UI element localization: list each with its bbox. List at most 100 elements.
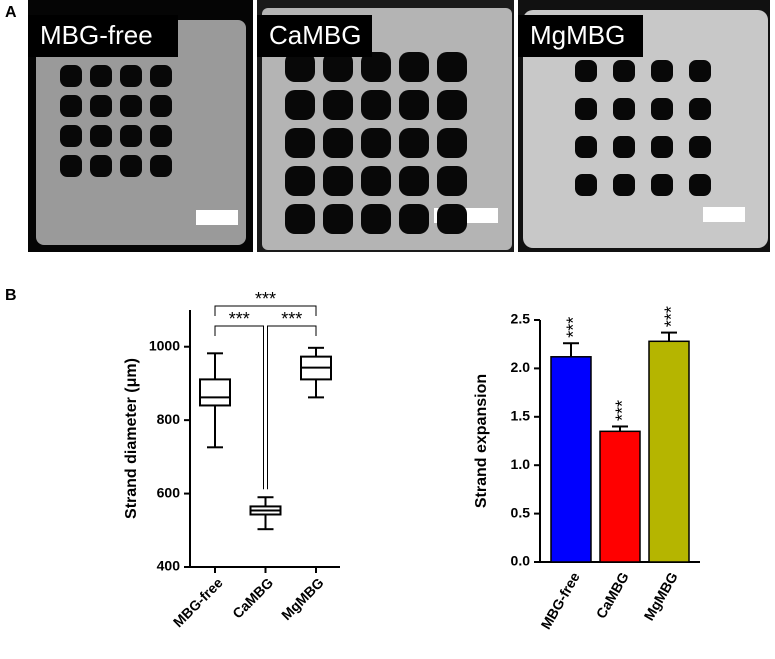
y-axis-label: Strand diameter (μm) [123, 358, 140, 519]
pore [399, 90, 429, 120]
bar [599, 430, 641, 563]
scale-bar [703, 207, 745, 222]
pore [689, 174, 711, 196]
significance: *** [281, 309, 302, 329]
image-label: MBG-free [40, 20, 153, 50]
y-tick-label: 2.0 [511, 359, 531, 375]
pore [285, 128, 315, 158]
significance: *** [613, 400, 633, 421]
pore [285, 166, 315, 196]
pore [285, 204, 315, 234]
bracket [214, 305, 317, 316]
pore [575, 136, 597, 158]
y-tick-label: 400 [157, 558, 181, 574]
pore [361, 166, 391, 196]
pore [361, 90, 391, 120]
x-tick-label: MgMBG [641, 569, 681, 623]
pore [361, 128, 391, 158]
significance: *** [564, 317, 584, 338]
pore [437, 52, 467, 82]
pore [120, 155, 142, 177]
image-label-bg [518, 15, 643, 57]
pore [90, 65, 112, 87]
y-tick-label: 1000 [149, 337, 180, 353]
image-label-bg [257, 15, 372, 57]
pore [361, 52, 391, 82]
panel-label: B [5, 287, 17, 304]
pore [399, 52, 429, 82]
pore [60, 155, 82, 177]
pore [285, 90, 315, 120]
y-tick-label: 0.0 [511, 553, 531, 569]
x-tick-label: CaMBG [593, 569, 632, 621]
bracket [267, 325, 317, 490]
y-tick-label: 800 [157, 411, 181, 427]
pore [361, 204, 391, 234]
pore [651, 60, 673, 82]
x-tick-label: MBG-free [537, 569, 582, 632]
y-tick-label: 1.0 [511, 456, 531, 472]
pore [323, 204, 353, 234]
pore [613, 98, 635, 120]
x-tick-label: MgMBG [278, 574, 327, 623]
pore [575, 98, 597, 120]
bar [648, 340, 690, 563]
pore [150, 155, 172, 177]
pore [323, 166, 353, 196]
y-tick-label: 1.5 [511, 408, 531, 424]
pore [323, 52, 353, 82]
pore [150, 95, 172, 117]
significance: *** [662, 306, 682, 327]
y-tick-label: 2.5 [511, 311, 531, 327]
pore [689, 98, 711, 120]
y-tick-label: 0.5 [511, 504, 531, 520]
box [199, 378, 231, 407]
significance: *** [255, 289, 276, 309]
pore [613, 174, 635, 196]
pore [90, 155, 112, 177]
pore [651, 98, 673, 120]
pore [651, 174, 673, 196]
pore [399, 166, 429, 196]
pore [150, 65, 172, 87]
pore [437, 90, 467, 120]
pore [60, 95, 82, 117]
pore [285, 52, 315, 82]
panel-label: A [5, 4, 17, 21]
scale-bar [196, 210, 238, 225]
pore [651, 136, 673, 158]
pore [613, 136, 635, 158]
pore [60, 125, 82, 147]
pore [613, 60, 635, 82]
pore [399, 128, 429, 158]
y-tick-label: 600 [157, 484, 181, 500]
pore [323, 128, 353, 158]
image-label: MgMBG [530, 20, 625, 50]
image-label-bg [28, 15, 178, 57]
pore [575, 174, 597, 196]
pore [689, 60, 711, 82]
image-label: CaMBG [269, 20, 361, 50]
pore [575, 60, 597, 82]
pore [399, 204, 429, 234]
pore [90, 125, 112, 147]
pore [90, 95, 112, 117]
pore [437, 204, 467, 234]
pore [437, 128, 467, 158]
photo-panel [28, 0, 770, 252]
pore [323, 90, 353, 120]
pore [120, 65, 142, 87]
x-tick-label: CaMBG [229, 574, 276, 621]
y-axis-label: Strand expansion [473, 374, 490, 508]
pore [120, 95, 142, 117]
bar [550, 356, 592, 563]
pore [120, 125, 142, 147]
pore [437, 166, 467, 196]
x-tick-label: MBG-free [170, 574, 226, 630]
bracket [214, 325, 264, 490]
significance: *** [229, 309, 250, 329]
pore [60, 65, 82, 87]
pore [150, 125, 172, 147]
pore [689, 136, 711, 158]
